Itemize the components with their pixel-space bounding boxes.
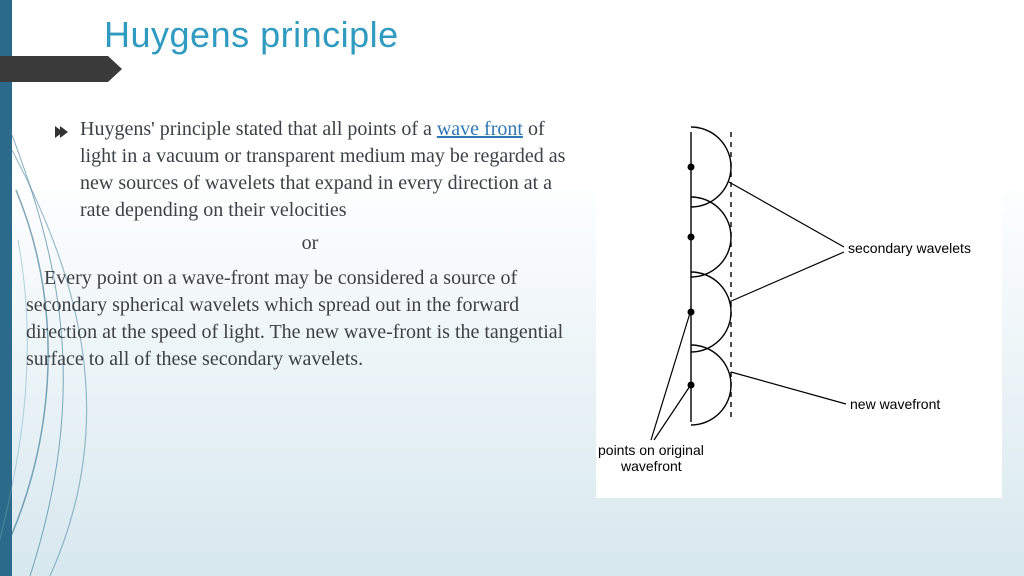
bullet-paragraph-1: Huygens' principle stated that all point… [54, 116, 566, 224]
label-secondary-wavelets: secondary wavelets [848, 240, 971, 256]
label-points-line1: points on original [598, 442, 704, 458]
wavelet-1 [688, 127, 732, 207]
bullet-arrow-icon [54, 120, 70, 224]
body-text: Huygens' principle stated that all point… [54, 116, 566, 373]
pointer-new-wavefront [731, 372, 846, 404]
slide: Huygens principle Huygens' principle sta… [0, 0, 1024, 576]
label-points-line2: wavefront [621, 458, 682, 474]
pointer-secondary-1 [729, 182, 844, 247]
wavelet-2 [688, 197, 732, 277]
para1-pre: Huygens' principle stated that all point… [80, 118, 437, 140]
diagram-svg [596, 112, 1002, 498]
or-separator: or [54, 230, 566, 257]
pointer-points-1 [651, 313, 690, 440]
huygens-diagram: secondary wavelets new wavefront points … [596, 112, 1002, 498]
label-new-wavefront: new wavefront [850, 396, 940, 412]
slide-title: Huygens principle [104, 14, 399, 56]
paragraph-2: Every point on a wave-front may be consi… [26, 265, 586, 373]
wavelet-4 [688, 345, 732, 425]
wave-front-link[interactable]: wave front [437, 118, 523, 140]
paragraph-1-text: Huygens' principle stated that all point… [80, 116, 566, 224]
pointer-secondary-2 [729, 252, 844, 302]
left-accent-bar [0, 0, 12, 576]
wavelet-3 [688, 272, 732, 352]
